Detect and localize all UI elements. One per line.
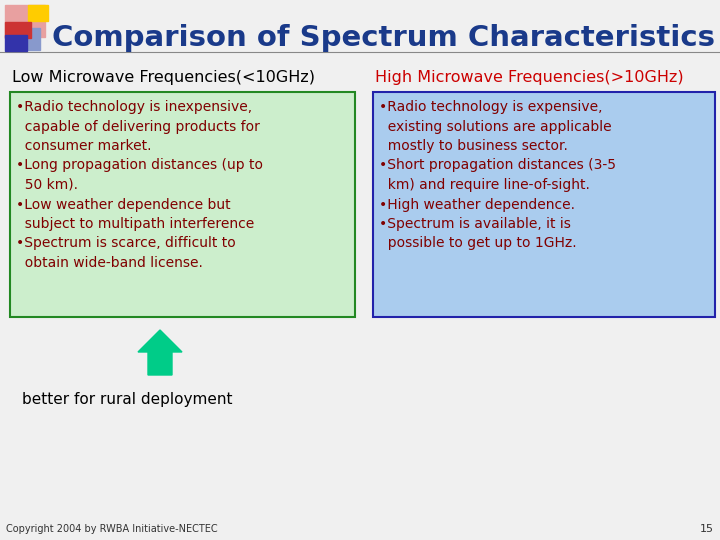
- Bar: [5, 5, 45, 37]
- Bar: [5, 22, 31, 38]
- Bar: [5, 35, 27, 51]
- Bar: [20, 28, 40, 50]
- Text: better for rural deployment: better for rural deployment: [22, 392, 233, 407]
- Bar: [373, 92, 715, 317]
- Text: Low Microwave Frequencies(<10GHz): Low Microwave Frequencies(<10GHz): [12, 70, 315, 85]
- Bar: [28, 5, 48, 21]
- Bar: [10, 92, 355, 317]
- Polygon shape: [138, 330, 182, 375]
- Text: Copyright 2004 by RWBA Initiative-NECTEC: Copyright 2004 by RWBA Initiative-NECTEC: [6, 524, 217, 534]
- Text: •Radio technology is inexpensive,
  capable of delivering products for
  consume: •Radio technology is inexpensive, capabl…: [16, 100, 263, 270]
- Text: •Radio technology is expensive,
  existing solutions are applicable
  mostly to : •Radio technology is expensive, existing…: [379, 100, 616, 251]
- Text: Comparison of Spectrum Characteristics: Comparison of Spectrum Characteristics: [52, 24, 715, 52]
- Text: 15: 15: [700, 524, 714, 534]
- Text: High Microwave Frequencies(>10GHz): High Microwave Frequencies(>10GHz): [375, 70, 683, 85]
